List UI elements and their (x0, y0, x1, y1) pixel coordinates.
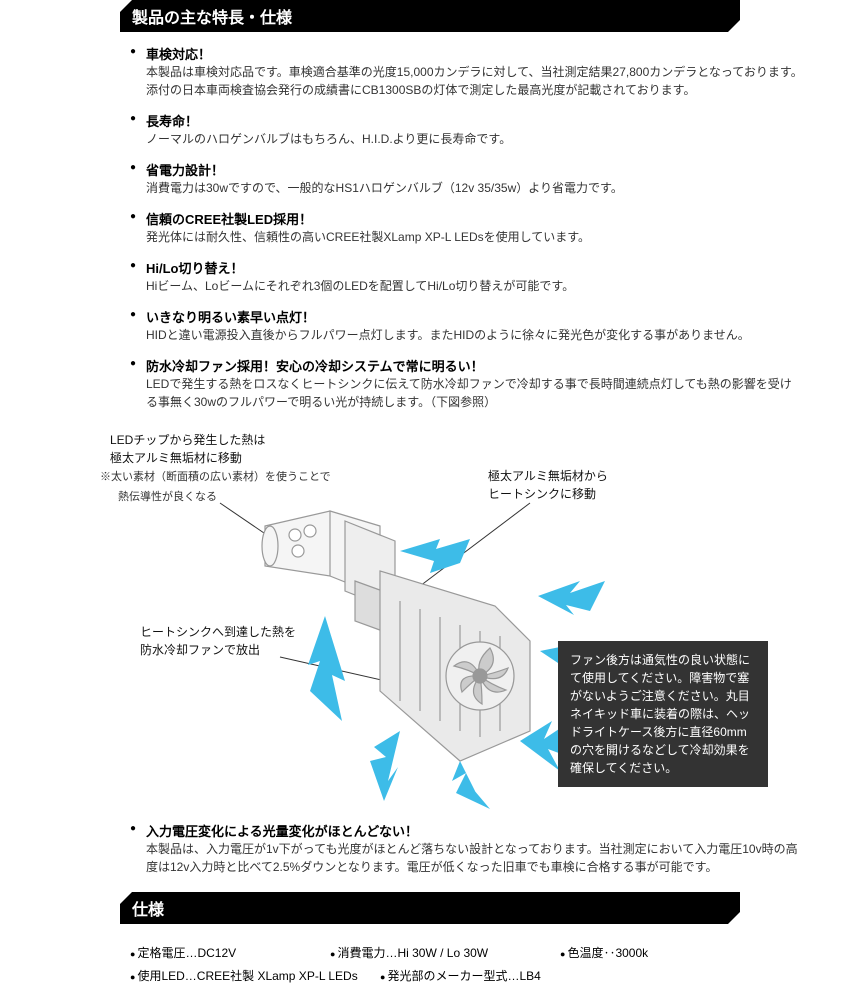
spec-text: 発光部のメーカー型式…LB4 (387, 967, 540, 984)
feature-desc: ノーマルのハロゲンバルブはもちろん、H.I.D.より更に長寿命です。 (130, 130, 803, 148)
feature-item: 信頼のCREE社製LED採用！発光体には耐久性、信頼性の高いCREE社製XLam… (130, 209, 863, 246)
feature-desc: LEDで発生する熱をロスなくヒートシンクに伝えて防水冷却ファンで冷却する事で長時… (130, 375, 803, 411)
spec-item: ●色温度‥3000k (560, 944, 740, 961)
feature-desc: HIDと違い電源投入直後からフルパワー点灯します。またHIDのように徐々に発光色… (130, 326, 803, 344)
feature-title: いきなり明るい素早い点灯！ (130, 307, 803, 326)
feature-item: 入力電圧変化による光量変化がほとんどない！ 本製品は、入力電圧が1v下がっても光… (130, 821, 863, 876)
feature-title: 長寿命！ (130, 111, 803, 130)
bullet-icon: ● (330, 949, 335, 959)
feature-desc: 本製品は、入力電圧が1v下がっても光度がほとんど落ちない設計となっております。当… (130, 840, 803, 876)
diagram-area: LEDチップから発生した熱は 極太アルミ無垢材に移動 ※太い素材（断面積の広い素… (100, 431, 800, 811)
spec-text: 消費電力…Hi 30W / Lo 30W (337, 944, 488, 961)
bottom-feature-list: 入力電圧変化による光量変化がほとんどない！ 本製品は、入力電圧が1v下がっても光… (0, 821, 863, 876)
bullet-icon: ● (130, 972, 135, 982)
spec-text: 使用LED…CREE社製 XLamp XP-L LEDs (137, 967, 357, 984)
bullet-icon: ● (560, 949, 565, 959)
spec-item: ●発光部のメーカー型式…LB4 (380, 967, 580, 984)
features-header: 製品の主な特長・仕様 (120, 0, 740, 32)
feature-title: 信頼のCREE社製LED採用！ (130, 209, 803, 228)
feature-title: 省電力設計！ (130, 160, 803, 179)
feature-item: 防水冷却ファン採用！安心の冷却システムで常に明るい！LEDで発生する熱をロスなく… (130, 356, 863, 411)
feature-desc: 本製品は車検対応品です。車検適合基準の光度15,000カンデラに対して、当社測定… (130, 63, 803, 99)
bullet-icon: ● (130, 949, 135, 959)
feature-title: 入力電圧変化による光量変化がほとんどない！ (130, 821, 803, 840)
feature-desc: 消費電力は30wですので、一般的なHS1ハロゲンバルブ（12v 35/35w）よ… (130, 179, 803, 197)
feature-item: Hi/Lo切り替え！Hiビーム、Loビームにそれぞれ3個のLEDを配置してHi/… (130, 258, 863, 295)
specs-header: 仕様 (120, 892, 740, 924)
feature-list: 車検対応！本製品は車検対応品です。車検適合基準の光度15,000カンデラに対して… (0, 44, 863, 411)
diagram-callout: ファン後方は通気性の良い状態にて使用してください。障害物で塞がないようご注意くだ… (558, 641, 768, 787)
feature-item: 長寿命！ノーマルのハロゲンバルブはもちろん、H.I.D.より更に長寿命です。 (130, 111, 863, 148)
spec-row: ●使用LED…CREE社製 XLamp XP-L LEDs●発光部のメーカー型式… (130, 967, 863, 984)
spec-text: 色温度‥3000k (567, 944, 648, 961)
feature-title: 車検対応！ (130, 44, 803, 63)
feature-item: 省電力設計！消費電力は30wですので、一般的なHS1ハロゲンバルブ（12v 35… (130, 160, 863, 197)
spec-item: ●使用LED…CREE社製 XLamp XP-L LEDs (130, 967, 380, 984)
feature-item: 車検対応！本製品は車検対応品です。車検適合基準の光度15,000カンデラに対して… (130, 44, 863, 99)
bullet-icon: ● (380, 972, 385, 982)
specs-area: ●定格電圧…DC12V●消費電力…Hi 30W / Lo 30W●色温度‥300… (0, 936, 863, 984)
feature-title: Hi/Lo切り替え！ (130, 258, 803, 277)
feature-item: いきなり明るい素早い点灯！HIDと違い電源投入直後からフルパワー点灯します。また… (130, 307, 863, 344)
spec-text: 定格電圧…DC12V (137, 944, 236, 961)
spec-row: ●定格電圧…DC12V●消費電力…Hi 30W / Lo 30W●色温度‥300… (130, 944, 863, 961)
feature-desc: 発光体には耐久性、信頼性の高いCREE社製XLamp XP-L LEDsを使用し… (130, 228, 803, 246)
feature-desc: Hiビーム、Loビームにそれぞれ3個のLEDを配置してHi/Lo切り替えが可能で… (130, 277, 803, 295)
feature-title: 防水冷却ファン採用！安心の冷却システムで常に明るい！ (130, 356, 803, 375)
spec-item: ●定格電圧…DC12V (130, 944, 330, 961)
spec-item: ●消費電力…Hi 30W / Lo 30W (330, 944, 560, 961)
